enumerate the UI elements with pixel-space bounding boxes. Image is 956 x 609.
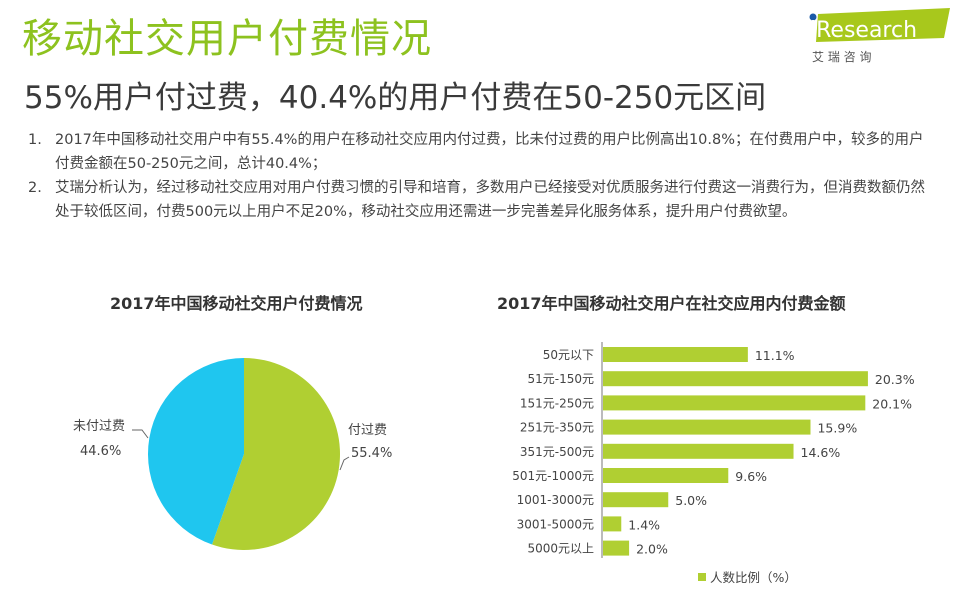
- bar-category-label: 50元以下: [543, 348, 594, 362]
- pie-slice: [212, 358, 340, 550]
- bar-category-label: 3001-5000元: [517, 517, 594, 531]
- bar-category-label: 351元-500元: [520, 445, 594, 459]
- bar: [603, 443, 794, 459]
- iresearch-logo: iResearch 艾 瑞 咨 询: [809, 8, 950, 64]
- bar: [603, 516, 622, 532]
- bar-value-label: 20.1%: [872, 396, 912, 411]
- bar-value-label: 15.9%: [817, 421, 857, 436]
- bar-category-label: 5000元以上: [527, 542, 594, 556]
- leader-line: [339, 456, 350, 471]
- pie-value-unpaid: 44.6%: [80, 444, 121, 459]
- pie-value-paid: 55.4%: [351, 446, 392, 461]
- bar: [603, 395, 866, 411]
- bar-value-label: 1.4%: [628, 517, 660, 532]
- bar: [603, 347, 748, 362]
- summary-notes: 1. 2017年中国移动社交用户中有55.4%的用户在移动社交应用内付过费，比未…: [28, 128, 933, 224]
- note-item: 1. 2017年中国移动社交用户中有55.4%的用户在移动社交应用内付过费，比未…: [28, 132, 924, 172]
- pie-slice: [147, 358, 244, 545]
- bar-value-label: 5.0%: [675, 493, 707, 508]
- bar: [603, 371, 868, 387]
- leader-line: [132, 429, 149, 439]
- bar-chart-title: 2017年中国移动社交用户在社交应用内付费金额: [497, 294, 846, 313]
- bar-category-label: 51元-150元: [527, 372, 594, 386]
- svg-text:艾 瑞 咨 询: 艾 瑞 咨 询: [812, 49, 871, 64]
- bar-category-label: 151元-250元: [520, 396, 594, 410]
- bar-value-label: 11.1%: [755, 348, 795, 363]
- bar: [603, 492, 669, 508]
- legend-swatch: [698, 573, 706, 581]
- legend-label: 人数比例（%）: [710, 570, 797, 585]
- bar-category-label: 501元-1000元: [512, 469, 594, 483]
- bar: [603, 468, 729, 483]
- page-title: 移动社交用户付费情况: [22, 16, 432, 62]
- bar-value-label: 9.6%: [735, 469, 767, 484]
- pie-chart-title: 2017年中国移动社交用户付费情况: [110, 294, 363, 313]
- bar-value-label: 2.0%: [636, 542, 668, 557]
- pie-label-paid: 付过费: [348, 423, 387, 438]
- bar-category-label: 1001-3000元: [517, 493, 594, 507]
- note-item: 2. 艾瑞分析认为，经过移动社交应用对用户付费习惯的引导和培育，多数用户已经接受…: [28, 180, 925, 220]
- page-subtitle: 55%用户付过费，40.4%的用户付费在50-250元区间: [24, 80, 767, 116]
- bar-value-label: 20.3%: [875, 372, 915, 387]
- svg-text:iResearch: iResearch: [810, 18, 917, 43]
- pie-label-unpaid: 未付过费: [73, 419, 125, 434]
- bar-value-label: 14.6%: [801, 445, 841, 460]
- bar: [603, 419, 811, 435]
- bar-category-label: 251元-350元: [520, 421, 594, 435]
- bar: [603, 540, 630, 556]
